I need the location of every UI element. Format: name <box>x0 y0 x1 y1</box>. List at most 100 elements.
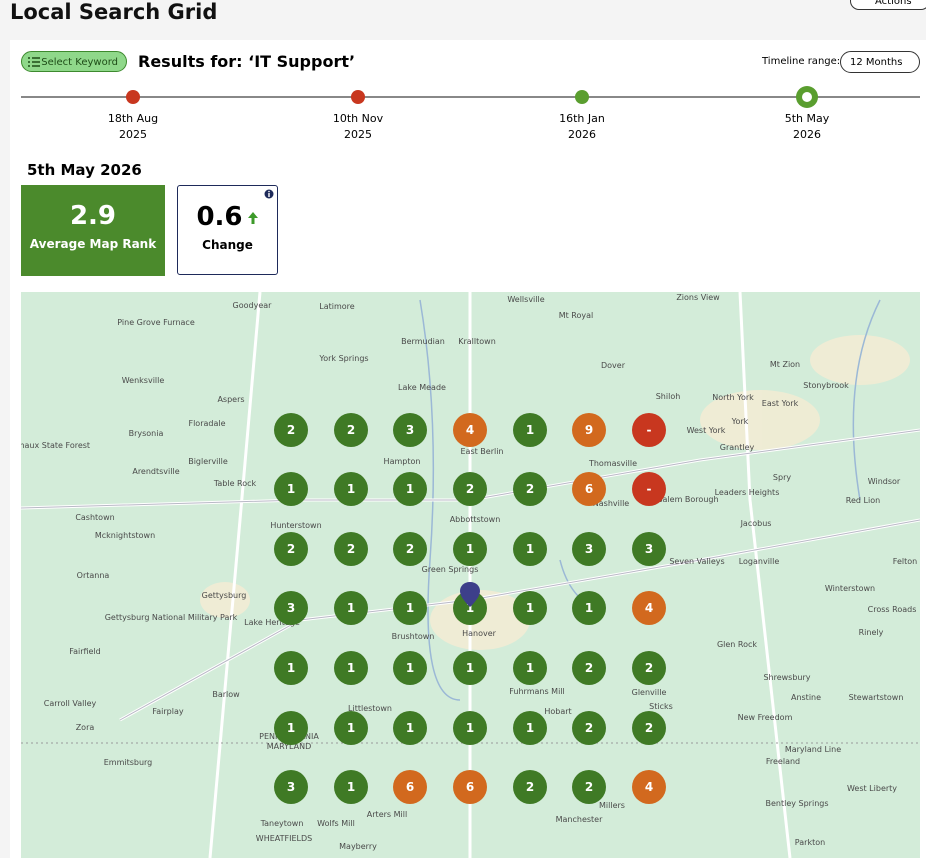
change-arrow <box>247 212 258 224</box>
rank-marker <box>572 472 606 506</box>
rank-marker <box>632 651 666 685</box>
map-label: Kralltown <box>458 337 496 346</box>
change-value: 0.6 <box>196 202 243 232</box>
rank-marker <box>632 532 666 566</box>
map-label: Ortanna <box>77 571 110 580</box>
map-label: Brushtown <box>392 632 435 641</box>
map-label: Sticks <box>649 702 673 711</box>
map-label: Millers <box>599 801 625 810</box>
rank-marker <box>513 770 547 804</box>
map-label: Zions View <box>676 293 720 302</box>
rank-value: 1 <box>526 601 534 615</box>
map-label: Windsor <box>868 477 901 486</box>
rank-marker <box>513 591 547 625</box>
rank-marker <box>274 591 308 625</box>
rank-marker <box>453 472 487 506</box>
rank-marker <box>513 711 547 745</box>
map-label: Cross Roads <box>868 605 917 614</box>
rank-value: 2 <box>585 780 593 794</box>
map-label: Barlow <box>212 690 240 699</box>
rank-marker <box>572 770 606 804</box>
rank-value: 1 <box>466 601 474 615</box>
rank-value: 1 <box>585 601 593 615</box>
rank-value: 2 <box>406 542 414 556</box>
rank-value: 2 <box>585 721 593 735</box>
map-label: Mayberry <box>339 842 377 851</box>
rank-value: 2 <box>645 661 653 675</box>
map-label: Rinely <box>859 628 884 637</box>
timeline-year: 2025 <box>119 128 147 141</box>
page-title: Local Search Grid <box>10 0 218 24</box>
map-label: Winterstown <box>825 584 875 593</box>
rank-marker <box>393 711 427 745</box>
map-label: Thomasville <box>588 459 637 468</box>
rank-marker <box>453 711 487 745</box>
rank-marker <box>274 532 308 566</box>
timeline-day: 5th May <box>785 112 830 125</box>
map-label: Hampton <box>384 457 421 466</box>
map-label: Table Rock <box>213 479 257 488</box>
map-label: New Freedom <box>738 713 793 722</box>
rank-value: 3 <box>585 542 593 556</box>
actions-button[interactable]: Actions <box>850 0 926 10</box>
info-icon[interactable] <box>264 189 274 199</box>
rank-marker <box>632 770 666 804</box>
map-label: Wolfs Mill <box>317 819 355 828</box>
timeline-day: 16th Jan <box>559 112 605 125</box>
results-label: Results for: ‘IT Support’ <box>138 52 356 71</box>
map-label: Aspers <box>217 395 244 404</box>
rank-value: 1 <box>406 482 414 496</box>
rank-marker <box>513 413 547 447</box>
map-label: Glen Rock <box>717 640 757 649</box>
map-label: Wenksville <box>122 376 165 385</box>
map-label: Emmitsburg <box>104 758 153 767</box>
timeline-year: 2026 <box>568 128 596 141</box>
map-label: Arters Mill <box>367 810 407 819</box>
rank-marker <box>572 591 606 625</box>
rank-value: 4 <box>645 601 653 615</box>
rank-marker <box>632 711 666 745</box>
timeline-range-select[interactable]: 12 Months <box>840 51 920 73</box>
rank-value: 2 <box>585 661 593 675</box>
rank-value: 6 <box>466 780 474 794</box>
map-label: Mt Zion <box>770 360 800 369</box>
rank-marker <box>393 413 427 447</box>
rank-marker <box>453 651 487 685</box>
map-label: Freeland <box>766 757 800 766</box>
rank-value: 2 <box>347 542 355 556</box>
rank-value: 4 <box>645 780 653 794</box>
rank-marker <box>513 651 547 685</box>
map-label: Stewartstown <box>849 693 904 702</box>
rank-value: 4 <box>466 423 474 437</box>
rank-value: 1 <box>287 721 295 735</box>
timeline-day: 10th Nov <box>333 112 384 125</box>
map-label: Hobart <box>544 707 571 716</box>
rank-value: 1 <box>347 721 355 735</box>
map-label: Hanover <box>462 629 497 638</box>
rank-value: 1 <box>466 721 474 735</box>
rank-marker <box>572 413 606 447</box>
map-label: Shiloh <box>656 392 681 401</box>
map-label: Nashville <box>593 499 630 508</box>
average-rank-value: 2.9 <box>69 201 117 231</box>
average-rank-card: 2.9 Average Map Rank <box>21 185 165 276</box>
list-icon <box>28 57 40 67</box>
rank-marker <box>393 532 427 566</box>
rank-marker <box>274 472 308 506</box>
map-label: Shrewsbury <box>763 673 810 682</box>
rank-value: 1 <box>406 601 414 615</box>
map-label: MARYLAND <box>267 742 312 751</box>
select-keyword-button[interactable]: Select Keyword <box>21 51 127 72</box>
rank-marker <box>453 591 487 625</box>
map-label: Biglerville <box>188 457 228 466</box>
rank-marker <box>334 413 368 447</box>
rank-value: 1 <box>466 542 474 556</box>
map-label: Littlestown <box>348 704 392 713</box>
map-label: Fairplay <box>152 707 183 716</box>
rank-marker <box>274 770 308 804</box>
map-label: Wellsville <box>507 295 544 304</box>
map-label: Hunterstown <box>270 521 321 530</box>
map-label: Glenville <box>632 688 667 697</box>
timeline-point <box>126 90 140 104</box>
rank-value: 9 <box>585 423 593 437</box>
